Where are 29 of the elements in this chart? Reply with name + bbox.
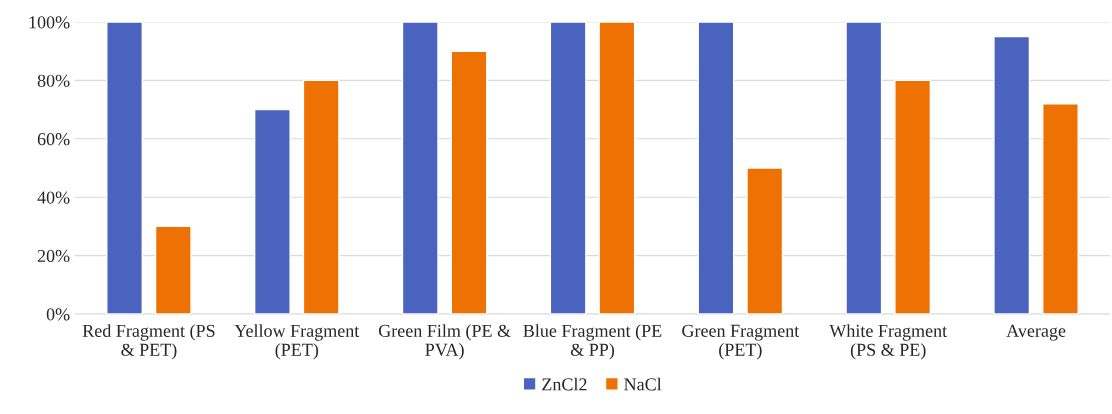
y-tick-label: 20% — [37, 249, 70, 263]
x-tick-label: Blue Fragment (PE & PP) — [523, 324, 662, 360]
bar — [450, 50, 488, 314]
bar — [993, 35, 1031, 314]
legend-label: ZnCl2 — [542, 377, 587, 391]
y-tick-label: 80% — [37, 74, 70, 87]
bar — [154, 225, 192, 314]
x-tick-label: White Fragment (PS & PE) — [829, 324, 948, 360]
bar — [253, 108, 291, 314]
x-tick-label: Average — [1006, 324, 1066, 341]
bar — [401, 22, 439, 314]
x-tick-label: Red Fragment (PS & PET) — [82, 324, 215, 360]
x-tick-label: Green Film (PE & PVA) — [378, 324, 511, 360]
legend-label: NaCl — [624, 377, 662, 391]
bar — [302, 79, 340, 314]
x-tick-label: Green Fragment (PET) — [682, 324, 800, 360]
x-tick-label: Yellow Fragment (PET) — [234, 324, 360, 360]
y-tick-label: 0% — [46, 308, 70, 321]
bar — [845, 22, 883, 314]
y-tick-label: 60% — [37, 133, 70, 146]
bar — [697, 22, 735, 314]
bar — [549, 22, 587, 314]
bar — [106, 22, 143, 314]
bar — [598, 22, 636, 314]
y-tick-label: 100% — [29, 16, 70, 29]
y-tick-label: 40% — [37, 191, 70, 204]
bar — [746, 167, 784, 314]
bar — [1042, 103, 1079, 314]
bar — [894, 79, 932, 314]
